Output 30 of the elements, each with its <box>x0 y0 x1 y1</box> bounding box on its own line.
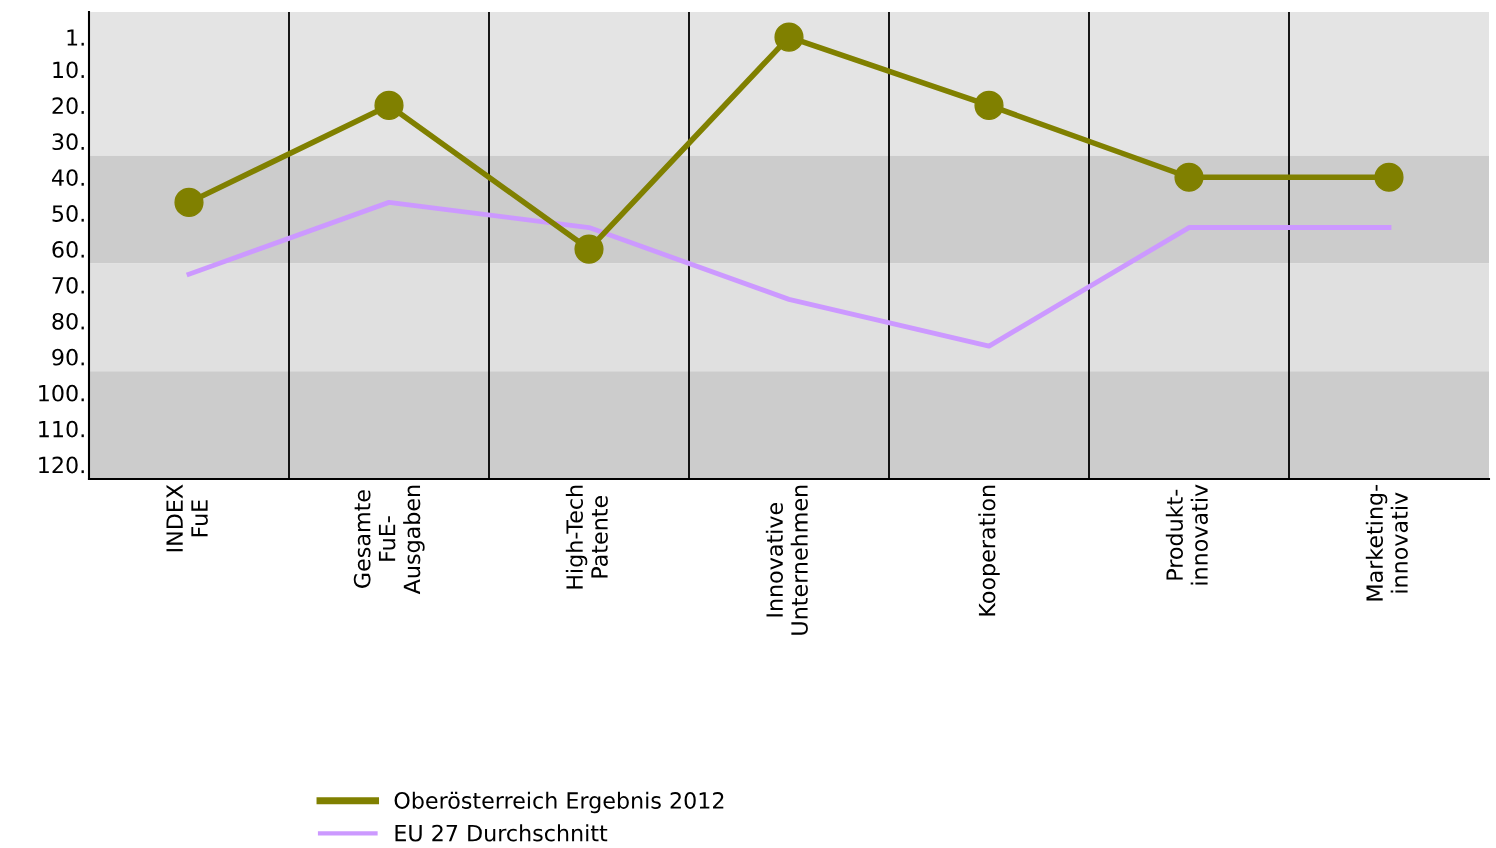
legend-label: EU 27 Durchschnitt <box>395 824 608 842</box>
y-tick-label: 1. <box>67 29 84 46</box>
y-tick-label: 50. <box>52 205 84 222</box>
x-tick-label: INDEX FuE <box>166 484 208 552</box>
point <box>774 22 804 52</box>
y-tick-label: 70. <box>52 276 84 294</box>
y-tick-label: 40. <box>51 169 84 186</box>
x-tick-label: Produkt- innovativ <box>1165 484 1208 585</box>
y-tick-label: 10. <box>53 61 84 79</box>
x-tick-label: Innovative Unternehmen <box>765 485 808 635</box>
y-tick-label: 100. <box>39 384 84 402</box>
line-series <box>186 199 1392 349</box>
y-tick-label: 120. <box>39 456 84 474</box>
y-tick-label: 80. <box>52 312 84 330</box>
y-tick-label: 60. <box>52 241 84 258</box>
x-tick-label: High-Tech Patente <box>565 485 608 589</box>
y-tick-label: 90. <box>52 348 84 366</box>
point <box>174 187 204 217</box>
y-tick-label: 20. <box>52 97 84 115</box>
point <box>574 234 604 264</box>
legend-label: Oberösterreich Ergebnis 2012 <box>394 791 724 814</box>
x-tick-label: Gesamte FuE- Ausgaben <box>353 485 425 595</box>
point <box>374 90 404 120</box>
point <box>1174 162 1204 192</box>
x-tick-label: Marketing- innovativ <box>1365 484 1408 601</box>
y-tick-label: 110. <box>39 420 84 438</box>
point <box>1374 162 1404 192</box>
point <box>974 90 1004 120</box>
x-tick-label: Kooperation <box>978 485 1000 616</box>
y-tick-label: 30. <box>52 133 84 151</box>
